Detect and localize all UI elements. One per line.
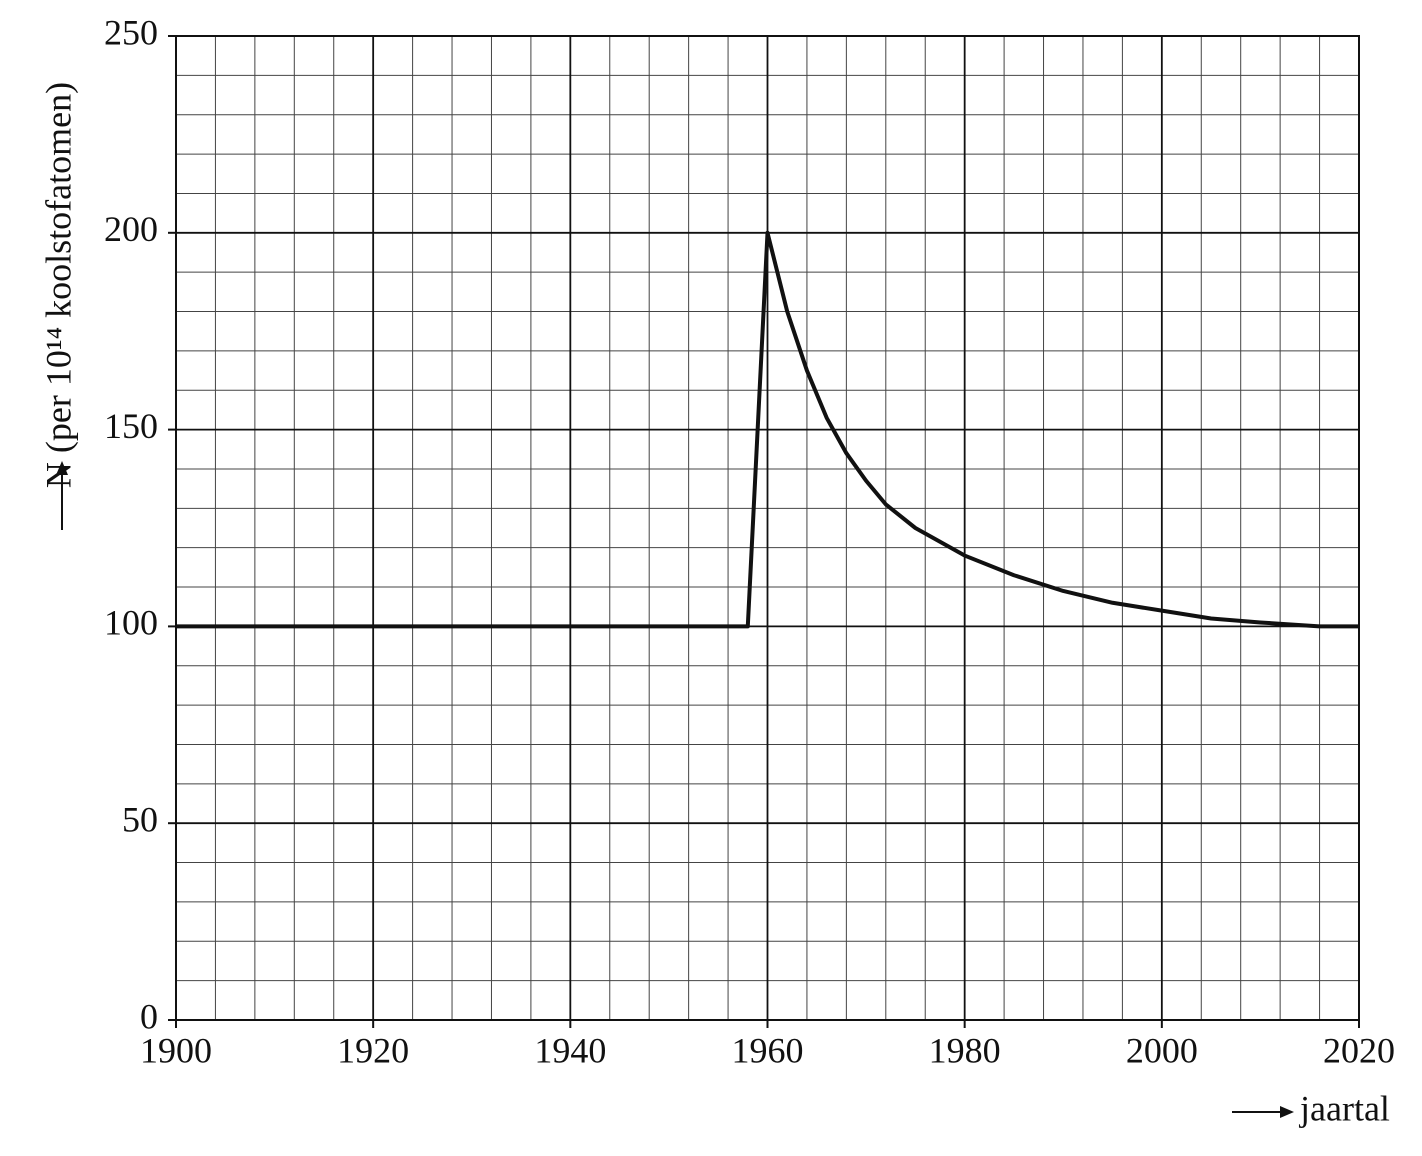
y-tick-label: 150: [104, 406, 158, 446]
data-line: [176, 230, 1359, 629]
x-tick-label: 2000: [1126, 1030, 1198, 1070]
x-arrow-head: [1280, 1106, 1294, 1118]
x-tick-label: 1900: [140, 1030, 212, 1070]
x-tick-label: 1920: [337, 1030, 409, 1070]
y-tick-label: 100: [104, 603, 158, 643]
grid: [175, 35, 1360, 1021]
x-tick-label: 1940: [534, 1030, 606, 1070]
x-label: jaartal: [1298, 1088, 1390, 1128]
y-arrow-head: [56, 461, 68, 475]
y-axis-title: N (per 10¹⁴ koolstofatomen): [38, 82, 78, 530]
x-tick-label: 1960: [732, 1030, 804, 1070]
y-tick-label: 0: [140, 996, 158, 1036]
plot-frame: [175, 35, 1360, 1021]
x-tick-label: 1980: [929, 1030, 1001, 1070]
y-tick-label: 200: [104, 209, 158, 249]
y-tick-label: 250: [104, 12, 158, 52]
x-tick-label: 2020: [1323, 1030, 1395, 1070]
y-tick-label: 50: [122, 799, 158, 839]
y-label: N (per 10¹⁴ koolstofatomen): [38, 82, 78, 488]
